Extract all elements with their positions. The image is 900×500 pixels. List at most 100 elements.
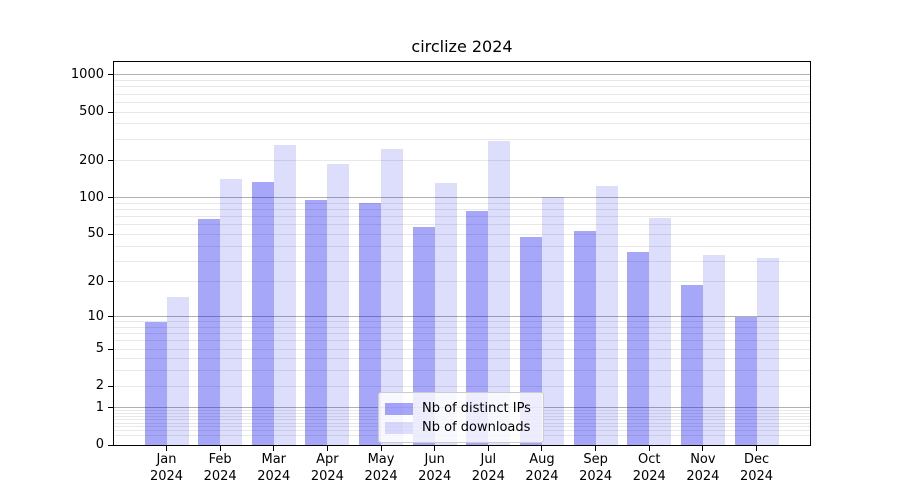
gridline-minor: [114, 138, 810, 140]
y-tick-label: 100: [79, 189, 104, 205]
gridline-minor: [114, 224, 810, 226]
bar-nb-of-downloads: [327, 163, 350, 445]
bar-nb-of-downloads: [756, 257, 779, 445]
gridline-minor: [114, 209, 810, 211]
legend-label: Nb of distinct IPs: [422, 400, 531, 416]
legend-label: Nb of downloads: [422, 419, 531, 435]
bar-nb-of-downloads: [273, 144, 296, 445]
bar-nb-of-downloads: [220, 179, 243, 445]
y-tick-label: 20: [87, 273, 104, 289]
x-tick-mark: [487, 446, 489, 451]
bar-nb-of-downloads: [595, 186, 618, 445]
bars-layer: [114, 62, 810, 445]
x-tick-mark: [273, 446, 275, 451]
x-tick-mark: [219, 446, 221, 451]
y-tick-mark: [108, 111, 113, 113]
bar-nb-of-distinct-ips: [144, 321, 167, 445]
x-tick-label: Sep 2024: [579, 452, 613, 484]
y-tick-mark: [108, 444, 113, 446]
y-tick-label: 2: [95, 378, 104, 394]
gridline-minor: [114, 202, 810, 204]
gridline-minor: [114, 160, 810, 162]
bar-nb-of-distinct-ips: [573, 231, 596, 445]
bar-nb-of-distinct-ips: [359, 203, 382, 445]
x-tick-mark: [648, 446, 650, 451]
x-tick-label: Jun 2024: [418, 452, 452, 484]
gridline-minor: [114, 245, 810, 247]
x-tick-mark: [166, 446, 167, 451]
x-tick-mark: [595, 446, 597, 451]
y-tick-label: 5: [95, 341, 104, 357]
gridline-major: [114, 316, 810, 318]
bar-nb-of-distinct-ips: [198, 219, 221, 445]
gridline-minor: [114, 326, 810, 328]
legend-swatch: [385, 421, 413, 434]
gridline-minor: [114, 333, 810, 335]
x-tick-label: Oct 2024: [632, 452, 666, 484]
bar-nb-of-downloads: [434, 183, 457, 445]
y-tick-label: 0: [95, 437, 104, 452]
gridline-minor: [114, 385, 810, 387]
x-tick-label: Jan 2024: [149, 452, 184, 484]
spine-right: [810, 61, 811, 446]
gridline-minor: [114, 123, 810, 125]
legend-row: Nb of distinct IPs: [385, 399, 534, 418]
y-tick-label: 500: [79, 104, 104, 120]
gridline-minor: [114, 321, 810, 323]
y-tick-mark: [108, 197, 113, 199]
x-tick-label: Aug 2024: [525, 452, 559, 484]
spine-bottom: [113, 445, 811, 446]
y-tick-mark: [108, 281, 113, 283]
x-tick-label: Mar 2024: [257, 452, 291, 484]
bar-nb-of-downloads: [702, 254, 725, 445]
gridline-minor: [114, 348, 810, 350]
bar-nb-of-downloads: [541, 197, 564, 445]
y-tick-mark: [108, 385, 113, 387]
x-tick-mark: [541, 446, 543, 451]
gridline-minor: [114, 281, 810, 283]
bar-nb-of-distinct-ips: [734, 316, 757, 445]
y-tick-label: 1: [95, 399, 104, 415]
gridline-major: [114, 74, 810, 76]
chart-title: circlize 2024: [411, 37, 513, 56]
gridline-minor: [114, 370, 810, 372]
gridline-minor: [114, 233, 810, 235]
bar-nb-of-distinct-ips: [680, 284, 703, 445]
plot-area: Nb of distinct IPs Nb of downloads: [114, 62, 810, 445]
x-tick-label: May 2024: [364, 452, 398, 484]
y-tick-label: 50: [87, 226, 104, 242]
gridline-minor: [114, 260, 810, 262]
bar-nb-of-downloads: [166, 296, 189, 445]
y-tick-label: 200: [79, 152, 104, 168]
gridline-major: [114, 197, 810, 199]
legend-row: Nb of downloads: [385, 418, 534, 437]
gridline-minor: [114, 216, 810, 218]
x-tick-mark: [434, 446, 436, 451]
spine-left: [113, 61, 114, 446]
x-tick-mark: [326, 446, 328, 451]
bar-nb-of-distinct-ips: [305, 199, 328, 445]
bar-nb-of-distinct-ips: [627, 251, 650, 445]
y-tick-mark: [108, 74, 113, 76]
gridline-minor: [114, 101, 810, 103]
gridline-minor: [114, 86, 810, 88]
y-tick-mark: [108, 316, 113, 318]
y-tick-mark: [108, 348, 113, 350]
x-tick-label: Jul 2024: [471, 452, 505, 484]
x-tick-mark: [380, 446, 382, 451]
bar-nb-of-distinct-ips: [412, 226, 435, 445]
gridline-minor: [114, 340, 810, 342]
y-tick-label: 10: [87, 308, 104, 324]
y-tick-mark: [108, 233, 113, 235]
bar-nb-of-downloads: [649, 218, 672, 445]
x-tick-label: Apr 2024: [310, 452, 344, 484]
bar-nb-of-downloads: [381, 149, 404, 445]
spine-top: [113, 61, 811, 62]
legend: Nb of distinct IPs Nb of downloads: [378, 392, 544, 443]
y-tick-mark: [108, 407, 113, 409]
x-tick-label: Feb 2024: [203, 452, 237, 484]
gridline-minor: [114, 80, 810, 82]
legend-swatch: [385, 402, 413, 415]
y-tick-mark: [108, 160, 113, 162]
